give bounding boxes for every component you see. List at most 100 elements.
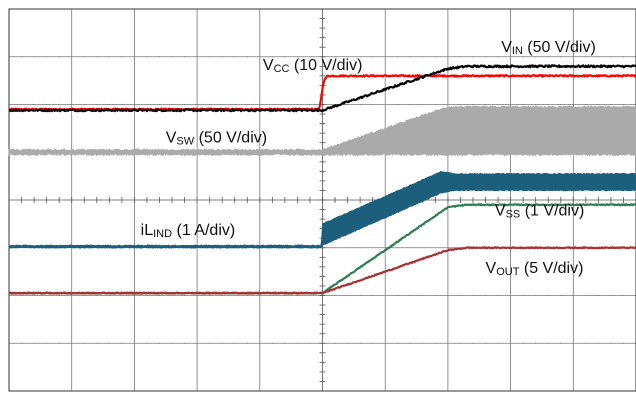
grid-dot [46,342,48,344]
grid-dot [397,56,399,58]
grid-dot [622,103,625,106]
grid-dot [271,103,273,106]
grid-dot [547,294,549,297]
grid-dot [434,294,436,297]
grid-dot [58,103,60,106]
grid-dot [83,294,85,297]
grid-dot [271,342,273,344]
grid-dot [622,56,625,58]
grid-dot [585,56,587,58]
grid-dot [108,56,110,58]
grid-dot [347,247,349,249]
grid-dot [422,247,424,249]
grid-dot [434,56,436,58]
grid-dot [409,294,411,297]
grid-dot [472,294,474,297]
trace-vin [8,64,636,113]
label-main: V [495,202,506,219]
grid-dot [284,342,286,344]
grid-dot [560,56,562,58]
grid-dot [484,56,487,58]
grid-dot [585,342,587,344]
grid-dot [535,342,537,344]
grid-dot [434,247,436,249]
grid-dot [146,56,148,58]
label-scale: (1 A/div) [172,222,235,239]
grid-dot [96,103,98,106]
label-vin: VIN (50 V/div) [501,39,596,57]
grid-dot [20,103,23,106]
grid-dot [372,247,374,249]
grid-dot [158,56,161,58]
grid-dot [372,103,374,106]
grid-dot [234,103,236,106]
grid-dot [184,103,186,106]
grid-dot [497,56,499,58]
grid-dot [434,342,436,344]
grid-dot [347,56,349,58]
grid-dot [359,103,361,106]
grid-dot [497,103,499,106]
grid-dot [158,342,161,344]
grid-dot [209,103,211,106]
grid-dot [83,342,85,344]
grid-dot [121,56,123,58]
label-scale: (50 V/div) [194,130,267,147]
grid-dot [560,294,562,297]
grid-dot [20,56,23,58]
grid-dot [121,294,123,297]
grid-dot [547,56,549,58]
label-main: iL [141,222,154,239]
grid-dot [58,342,60,344]
label-vsw: VSW (50 V/div) [166,130,267,148]
grid-dot [96,342,98,344]
label-main: V [263,57,274,74]
grid-dot [497,294,499,297]
label-subscript: OUT [496,266,520,278]
grid-dot [434,103,436,106]
grid-dot [597,342,599,344]
grid-dot [309,342,311,344]
grid-dot [284,294,286,297]
label-main: V [166,130,177,147]
label-scale: (1 V/div) [520,202,584,219]
grid-dot [409,342,411,344]
grid-dot [284,56,286,58]
label-vout: VOUT (5 V/div) [486,260,584,278]
grid-dot [271,56,273,58]
grid-dot [522,294,524,297]
grid-dot [359,247,361,249]
grid-dot [547,103,549,106]
grid-dot [58,294,60,297]
grid-dot [372,56,374,58]
grid-dot [597,294,599,297]
grid-dot [359,294,361,297]
grid-dot [33,56,35,58]
grid-dot [296,56,298,58]
grid-dot [560,342,562,344]
grid-dot [96,56,98,58]
grid-dot [459,103,461,106]
grid-dot [372,342,374,344]
grid-dot [46,103,48,106]
grid-dot [296,294,298,297]
grid-dot [610,294,612,297]
grid-dot [560,103,562,106]
label-vss: VSS (1 V/div) [495,202,584,220]
grid-dot [334,342,336,344]
grid-dot [121,103,123,106]
grid-dot [422,56,424,58]
grid-dot [334,56,336,58]
grid-dot [347,342,349,344]
label-subscript: SS [506,208,521,220]
grid-dot [209,342,211,344]
grid-dot [535,56,537,58]
grid-dot [234,342,236,344]
grid-dot [459,294,461,297]
grid-dot [58,56,60,58]
trace-vout [8,246,636,295]
trace-ilind [8,170,636,249]
grid-dot [209,294,211,297]
grid-dot [108,342,110,344]
grid-dot [535,103,537,106]
